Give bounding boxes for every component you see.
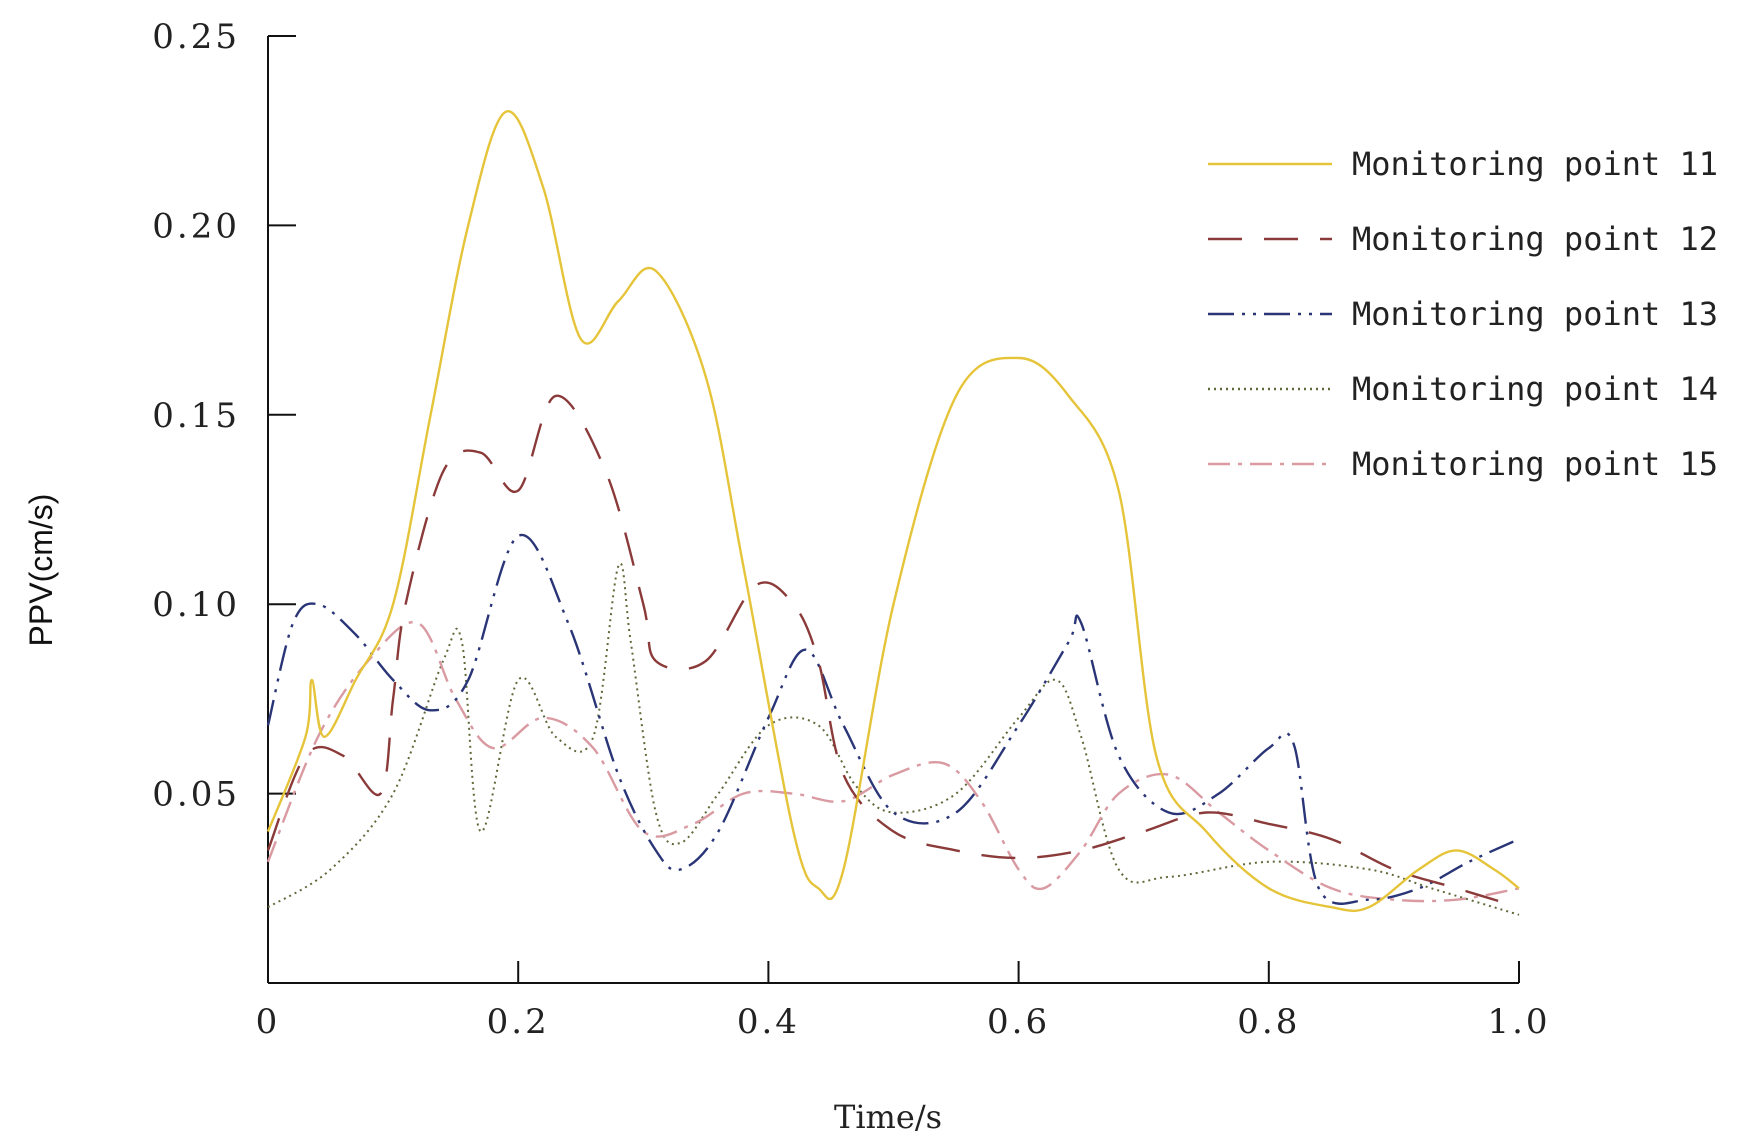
y-tick-label: 0.05 [152, 775, 240, 815]
x-tick-label: 1.0 [1487, 1002, 1550, 1042]
series-line-5 [266, 620, 1520, 903]
legend-item: Monitoring point 11 [1208, 145, 1718, 183]
y-tick-label: 0.10 [152, 585, 240, 625]
x-tick-label: 0.4 [737, 1002, 800, 1042]
series-layer [266, 110, 1520, 916]
y-tick-label: 0.25 [152, 17, 240, 57]
axes-layer: 0.05 0.10 0.15 0.20 0.25 0 0.2 0.4 0.6 0.8 1.0 [152, 17, 1550, 1042]
legend-item: Monitoring point 12 [1208, 220, 1718, 258]
legend-label: Monitoring point 13 [1352, 295, 1718, 333]
legend-label: Monitoring point 11 [1352, 145, 1718, 183]
series-line-1 [266, 110, 1520, 913]
legend-item: Monitoring point 13 [1208, 295, 1718, 333]
x-tick-label: 0.2 [487, 1002, 550, 1042]
x-tick-label: 0.6 [987, 1002, 1050, 1042]
series-line-4 [267, 562, 1520, 916]
series-line-2 [266, 394, 1520, 909]
legend-item: Monitoring point 14 [1208, 370, 1718, 408]
y-tick-label: 0.20 [152, 206, 240, 246]
series-line-3 [266, 533, 1520, 905]
y-tick-label: 0.15 [152, 396, 240, 436]
y-axis-title: PPV(cm/s) [23, 494, 59, 647]
legend-label: Monitoring point 12 [1352, 220, 1718, 258]
legend-label: Monitoring point 14 [1352, 370, 1718, 408]
legend-label: Monitoring point 15 [1352, 445, 1718, 483]
legend: Monitoring point 11 Monitoring point 12 Mo… [1208, 145, 1718, 483]
x-axis-title: Time/s [834, 1098, 942, 1136]
legend-item: Monitoring point 15 [1208, 445, 1718, 483]
x-tick-label: 0 [256, 1002, 281, 1042]
x-tick-label: 0.8 [1237, 1002, 1300, 1042]
